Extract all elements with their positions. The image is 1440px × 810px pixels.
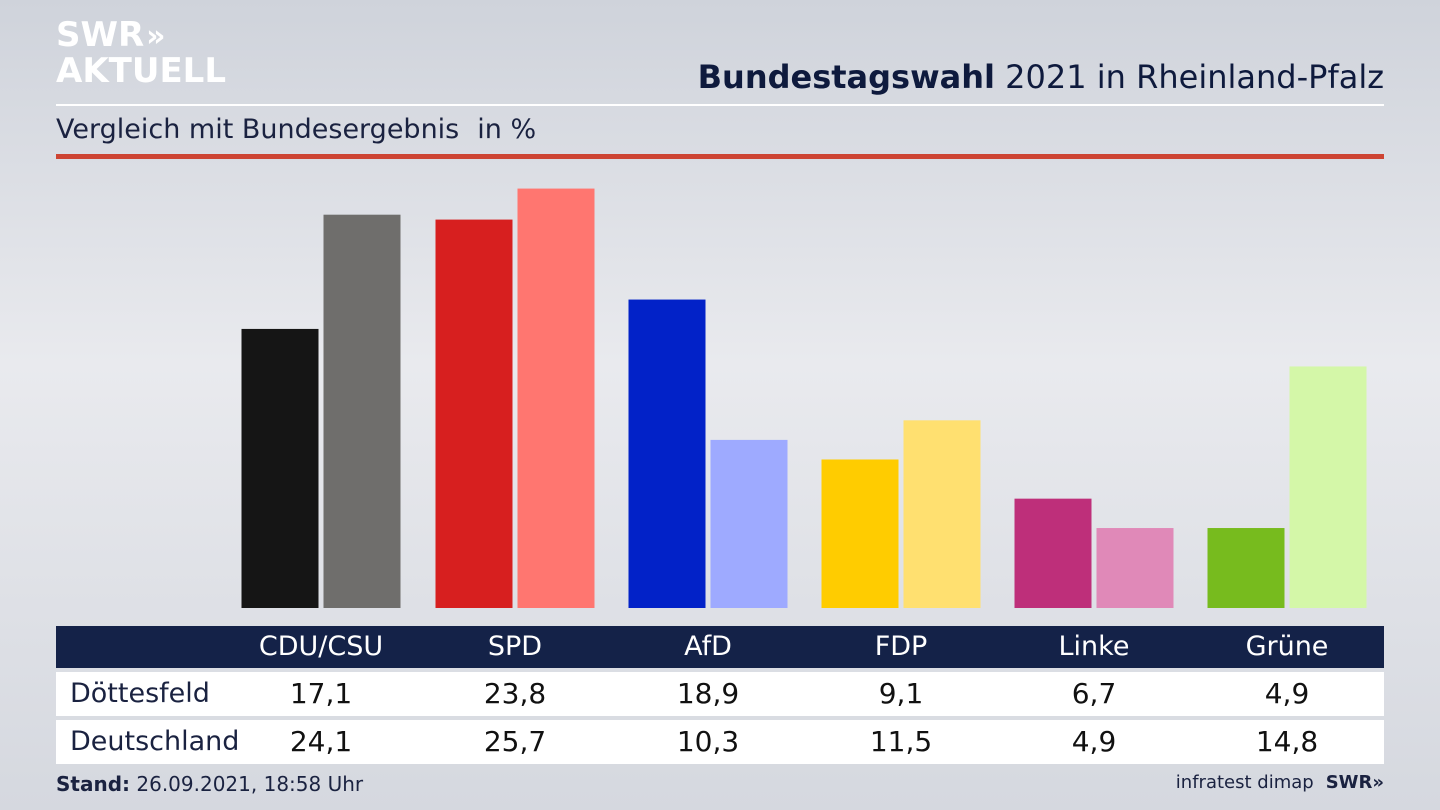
subtitle-divider	[56, 154, 1384, 159]
bar-spd-local	[435, 219, 513, 609]
bar-linke-national	[1096, 528, 1174, 608]
bar-cdu-csu-national	[323, 214, 401, 609]
table-cell: 23,8	[483, 677, 547, 710]
table-cell: 10,3	[676, 725, 740, 758]
logo-aktuell: AKTUELL	[56, 51, 227, 91]
subtitle-unit: in %	[477, 114, 537, 145]
logo-swr: SWR	[56, 15, 145, 55]
bar-chart	[241, 188, 1367, 609]
table-cell: 9,1	[878, 677, 924, 710]
column-header: CDU/CSU	[258, 631, 384, 662]
column-header: FDP	[874, 631, 928, 662]
table-cell: 25,7	[483, 725, 547, 758]
table-row: Döttesfeld 17,1 23,8 18,9 9,1 6,7 4,9	[56, 672, 1384, 716]
column-header: AfD	[684, 631, 732, 662]
table-cell: 6,7	[1071, 677, 1117, 710]
row-label-doettesfeld: Döttesfeld	[70, 678, 210, 709]
table-row: Deutschland 24,1 25,7 10,3 11,5 4,9 14,8	[56, 720, 1384, 764]
stand-label: Stand:	[56, 772, 131, 796]
timestamp: Stand: 26.09.2021, 18:58 Uhr	[56, 772, 363, 796]
column-header: Grüne	[1245, 631, 1329, 662]
source-credit: infratest dimap SWR»	[1176, 772, 1384, 793]
table-cell: 17,1	[289, 677, 353, 710]
subtitle-text: Vergleich mit Bundesergebnis	[56, 114, 460, 145]
table-header: CDU/CSU SPD AfD FDP Linke Grüne	[56, 626, 1384, 668]
table-cell: 4,9	[1071, 725, 1117, 758]
stand-value: 26.09.2021, 18:58 Uhr	[130, 772, 364, 796]
bar-spd-national	[517, 188, 595, 609]
bar-cdu-csu-local	[241, 328, 319, 608]
table-cell: 18,9	[676, 677, 740, 710]
title-rest: 2021 in Rheinland-Pfalz	[995, 58, 1384, 96]
column-header: Linke	[1058, 631, 1130, 662]
bar-gr-ne-national	[1289, 366, 1367, 608]
bar-fdp-national	[903, 420, 981, 608]
chart-subtitle: Vergleich mit Bundesergebnis in %	[56, 114, 536, 145]
table-cell: 4,9	[1264, 677, 1310, 710]
title-divider	[56, 104, 1384, 106]
results-table: CDU/CSU SPD AfD FDP Linke Grüne Döttesfeld 17…	[56, 626, 1384, 764]
footer-swr-logo: SWR»	[1325, 772, 1384, 793]
row-label-deutschland: Deutschland	[70, 726, 240, 757]
table-cell: 14,8	[1255, 725, 1319, 758]
bar-linke-local	[1014, 498, 1092, 608]
logo-arrows-icon: »	[146, 19, 166, 54]
chart-title: Bundestagswahl 2021 in Rheinland-Pfalz	[698, 58, 1384, 96]
title-bold: Bundestagswahl	[697, 58, 995, 96]
table-cell: 11,5	[869, 725, 933, 758]
source-name: infratest dimap	[1175, 772, 1314, 793]
bar-afd-local	[628, 299, 706, 608]
table-cell: 24,1	[289, 725, 353, 758]
swr-aktuell-logo: SWR» AKTUELL	[56, 18, 226, 90]
bar-gr-ne-local	[1207, 528, 1285, 608]
bar-afd-national	[710, 439, 788, 608]
bar-fdp-local	[821, 459, 899, 608]
column-header: SPD	[487, 631, 543, 662]
